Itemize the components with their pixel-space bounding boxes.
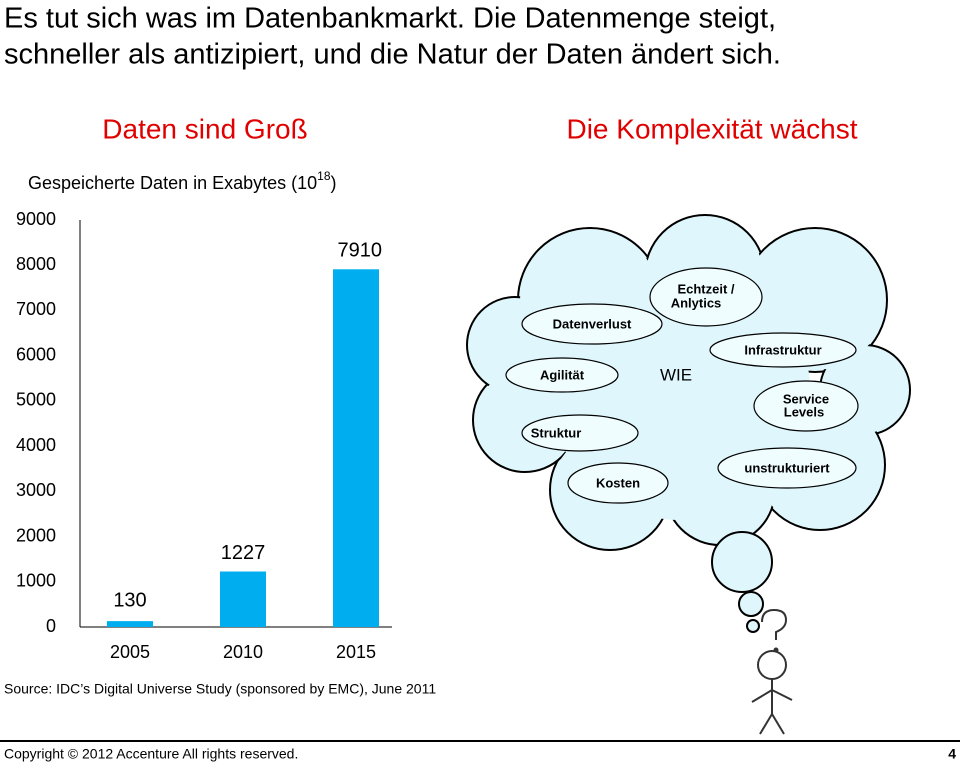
cloud-label: Kosten bbox=[596, 475, 640, 490]
cloud: Echtzeit / Anlytics Datenverlust Infrast… bbox=[466, 214, 911, 633]
oval bbox=[505, 357, 619, 393]
y-tick-label: 3000 bbox=[16, 480, 56, 500]
y-tick-label: 7000 bbox=[16, 299, 56, 319]
subtitle-sup: 18 bbox=[317, 169, 331, 183]
copyright: Copyright © 2012 Accenture All rights re… bbox=[4, 746, 298, 762]
y-tick-label: 6000 bbox=[16, 344, 56, 364]
bar bbox=[107, 621, 153, 627]
cloud-label: Struktur bbox=[531, 425, 582, 440]
bar-chart: 0 1000 2000 3000 4000 5000 6000 7000 8000 9000 130… bbox=[16, 209, 392, 662]
oval bbox=[521, 303, 663, 345]
heading: Daten sind Groß bbox=[102, 113, 307, 144]
cloud-label: Infrastruktur bbox=[744, 342, 821, 357]
page-number: 4 bbox=[948, 746, 956, 762]
oval bbox=[521, 414, 639, 452]
y-tick-label: 9000 bbox=[16, 209, 56, 229]
cloud-label: WIE bbox=[660, 365, 692, 384]
value-label: 130 bbox=[113, 589, 146, 611]
oval bbox=[649, 267, 763, 327]
value-label: 1227 bbox=[221, 542, 266, 564]
cloud-label: Echtzeit / bbox=[677, 281, 734, 296]
slide-title: Es tut sich was im Datenbankmarkt. Die D… bbox=[4, 3, 776, 35]
person-icon bbox=[751, 608, 793, 735]
y-tick-label: 0 bbox=[46, 616, 56, 636]
source: Source: IDC’s Digital Universe Study (sp… bbox=[4, 681, 436, 697]
cloud-label: Levels bbox=[784, 404, 824, 419]
y-tick-label: 2000 bbox=[16, 525, 56, 545]
oval bbox=[753, 380, 859, 432]
oval bbox=[567, 462, 669, 504]
bar bbox=[220, 571, 266, 627]
chart-subtitle: Gespeicherte Daten in Exabytes (1018) bbox=[28, 169, 337, 193]
cloud-label: Service bbox=[783, 391, 829, 406]
y-tick-label: 5000 bbox=[16, 390, 56, 410]
cloud-label: Datenverlust bbox=[553, 316, 632, 331]
oval bbox=[717, 447, 857, 489]
slide-title: schneller als antizipiert, und die Natur… bbox=[4, 39, 781, 71]
y-tick-label: 8000 bbox=[16, 254, 56, 274]
y-tick-label: 1000 bbox=[16, 571, 56, 591]
cloud-label: unstrukturiert bbox=[744, 460, 830, 475]
thought-bubbles bbox=[711, 531, 773, 633]
x-tick-label: 2015 bbox=[336, 642, 376, 662]
cloud-label: Anlytics bbox=[671, 295, 722, 310]
oval bbox=[709, 332, 857, 368]
bar bbox=[333, 269, 379, 627]
value-label: 7910 bbox=[338, 240, 383, 262]
x-tick-label: 2010 bbox=[223, 642, 263, 662]
cloud-label: Agilität bbox=[540, 367, 585, 382]
x-tick-label: 2005 bbox=[110, 642, 150, 662]
heading: Die Komplexität wächst bbox=[566, 113, 857, 144]
y-tick-label: 4000 bbox=[16, 435, 56, 455]
subtitle-tail: ) bbox=[331, 173, 337, 193]
subtitle-text: Gespeicherte Daten in Exabytes (10 bbox=[28, 173, 317, 193]
